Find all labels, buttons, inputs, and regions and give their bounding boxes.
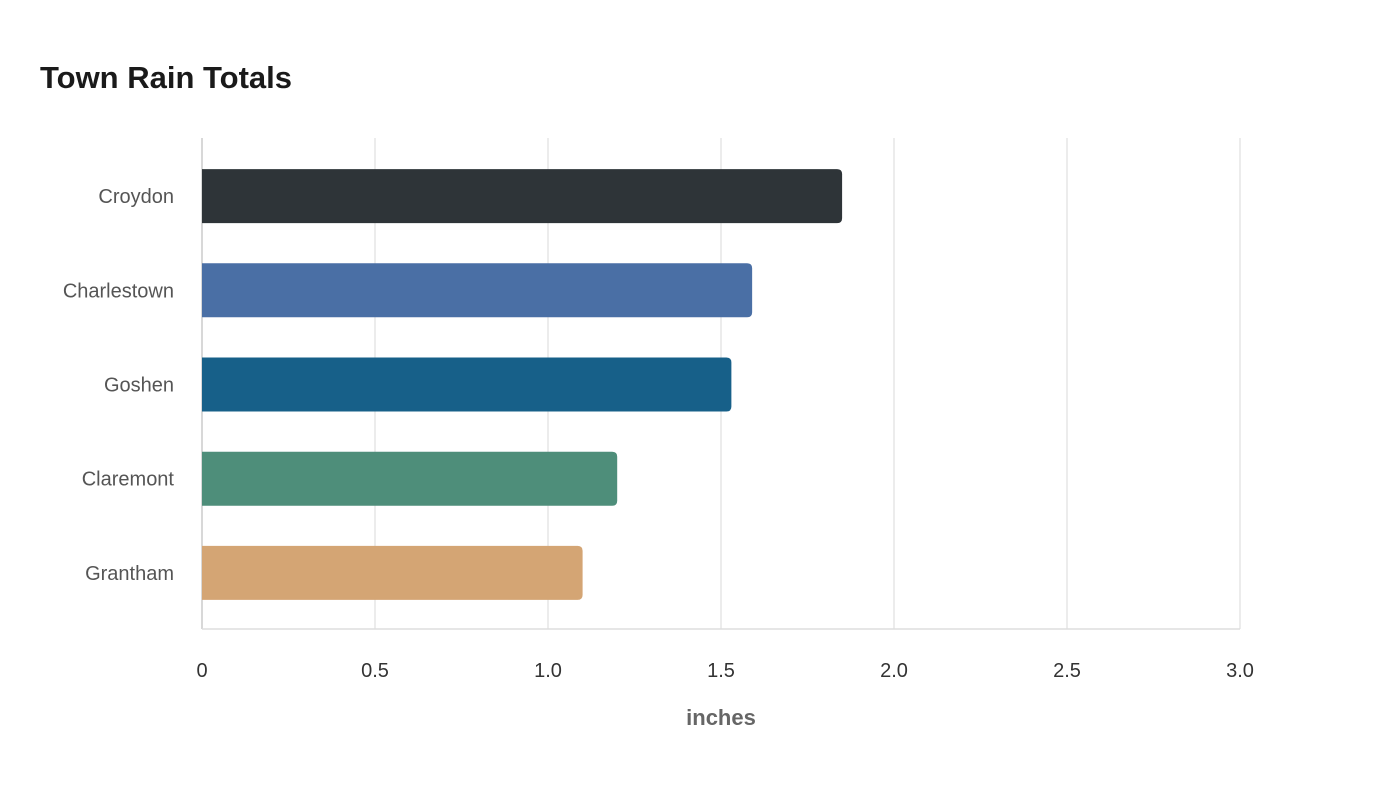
x-axis-title: inches [686, 705, 756, 730]
bar-goshen [202, 357, 732, 412]
bar-grantham [202, 545, 583, 600]
x-tick-label: 2.5 [1053, 660, 1081, 682]
category-label: Charlestown [63, 280, 174, 302]
x-tick-label: 3.0 [1226, 660, 1254, 682]
x-tick-label: 2.0 [880, 660, 908, 682]
bar-croydon [202, 169, 843, 224]
x-tick-label: 0 [196, 660, 207, 682]
x-tick-label: 1.0 [534, 660, 562, 682]
bars [202, 169, 843, 600]
chart-title: Town Rain Totals [40, 60, 293, 95]
labels: 0 0.5 1.0 1.5 2.0 2.5 3.0 Croydon Charlestown Gos… [63, 186, 1254, 730]
x-tick-label: 1.5 [707, 660, 735, 682]
category-label: Croydon [98, 186, 174, 208]
category-label: Goshen [104, 375, 174, 397]
category-label: Claremont [82, 469, 175, 491]
category-label: Grantham [85, 563, 174, 585]
bar-claremont [202, 451, 618, 506]
bar-charlestown [202, 263, 753, 318]
x-tick-label: 0.5 [361, 660, 389, 682]
